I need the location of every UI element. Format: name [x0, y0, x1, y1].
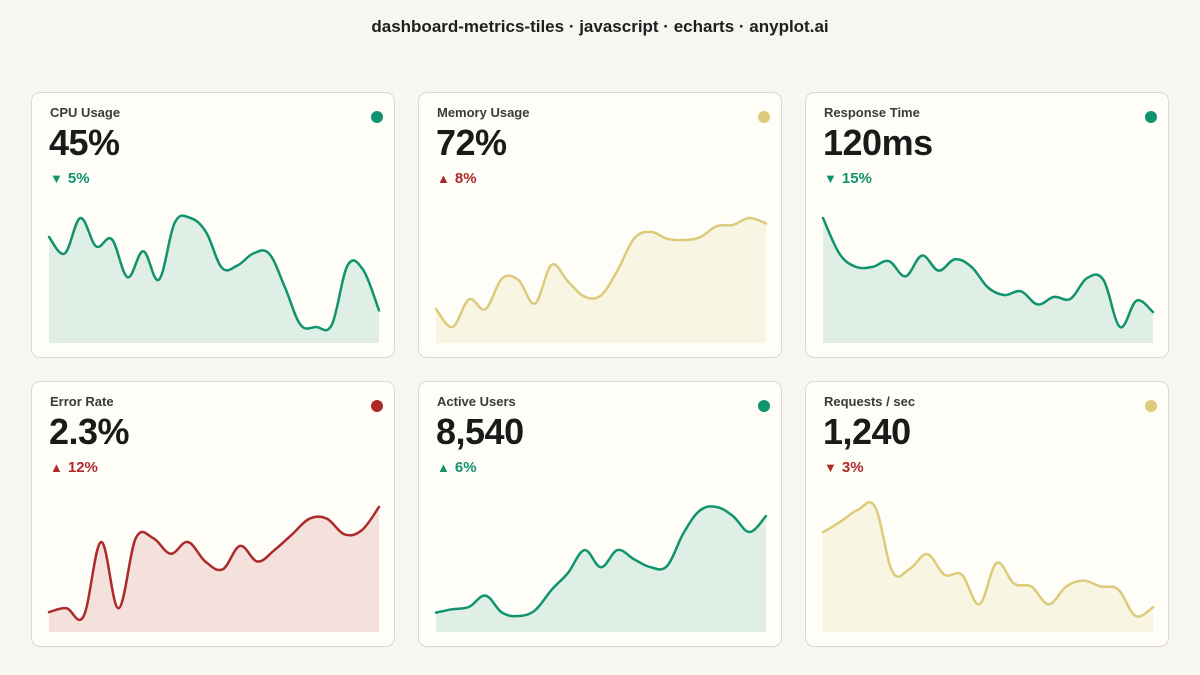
- sparkline-chart: [434, 216, 768, 343]
- sparkline-area: [823, 218, 1153, 343]
- sparkline-line: [47, 505, 381, 622]
- metric-value: 120ms: [823, 122, 933, 163]
- sparkline-chart: [821, 216, 1155, 343]
- metric-value: 8,540: [436, 411, 524, 452]
- sparkline-chart: [47, 505, 381, 632]
- status-dot: [371, 111, 383, 123]
- sparkline-chart: [47, 214, 381, 343]
- metric-change: ▼ 5%: [50, 170, 90, 187]
- sparkline-line: [434, 216, 768, 329]
- metric-value: 45%: [49, 122, 120, 163]
- change-value: 12%: [67, 459, 98, 476]
- sparkline-area: [436, 506, 766, 632]
- arrow-down-icon: ▼: [824, 460, 837, 475]
- arrow-up-icon: ▲: [437, 171, 450, 186]
- metric-value: 2.3%: [49, 411, 130, 452]
- metric-tile: Error Rate 2.3% ▲ 12%: [31, 381, 395, 647]
- metric-change: ▲ 8%: [437, 170, 477, 187]
- sparkline-line: [47, 214, 381, 332]
- metric-change: ▲ 6%: [437, 459, 477, 476]
- metric-change: ▼ 3%: [824, 459, 864, 476]
- metric-label: Response Time: [824, 105, 920, 120]
- sparkline-line: [434, 505, 768, 618]
- change-value: 5%: [67, 170, 90, 187]
- metric-label: Requests / sec: [824, 394, 916, 409]
- status-dot: [1145, 111, 1157, 123]
- sparkline-area: [49, 215, 379, 343]
- change-value: 15%: [841, 170, 872, 187]
- metric-label: Memory Usage: [437, 105, 530, 120]
- sparkline-chart: [821, 501, 1155, 632]
- sparkline-area: [436, 217, 766, 343]
- metric-tile: Response Time 120ms ▼ 15%: [805, 92, 1169, 358]
- sparkline-line: [821, 216, 1155, 329]
- metric-tile: Memory Usage 72% ▲ 8%: [418, 92, 782, 358]
- metric-label: Active Users: [437, 394, 516, 409]
- metric-label: CPU Usage: [50, 105, 121, 120]
- arrow-up-icon: ▲: [437, 460, 450, 475]
- arrow-down-icon: ▼: [824, 171, 837, 186]
- sparkline-line: [821, 501, 1155, 618]
- metric-label: Error Rate: [50, 394, 114, 409]
- metric-value: 1,240: [823, 411, 911, 452]
- arrow-up-icon: ▲: [50, 460, 63, 475]
- status-dot: [371, 400, 383, 412]
- metric-change: ▼ 15%: [824, 170, 872, 187]
- page-title: dashboard-metrics-tiles · javascript · e…: [371, 17, 829, 36]
- sparkline-area: [823, 502, 1153, 632]
- status-dot: [758, 400, 770, 412]
- change-value: 6%: [454, 459, 477, 476]
- status-dot: [1145, 400, 1157, 412]
- arrow-down-icon: ▼: [50, 171, 63, 186]
- metric-change: ▲ 12%: [50, 459, 98, 476]
- metric-value: 72%: [436, 122, 507, 163]
- status-dot: [758, 111, 770, 123]
- change-value: 8%: [454, 170, 477, 187]
- sparkline-chart: [434, 505, 768, 632]
- metric-tile: CPU Usage 45% ▼ 5%: [31, 92, 395, 358]
- metric-tile: Active Users 8,540 ▲ 6%: [418, 381, 782, 647]
- change-value: 3%: [841, 459, 864, 476]
- metric-tile: Requests / sec 1,240 ▼ 3%: [805, 381, 1169, 647]
